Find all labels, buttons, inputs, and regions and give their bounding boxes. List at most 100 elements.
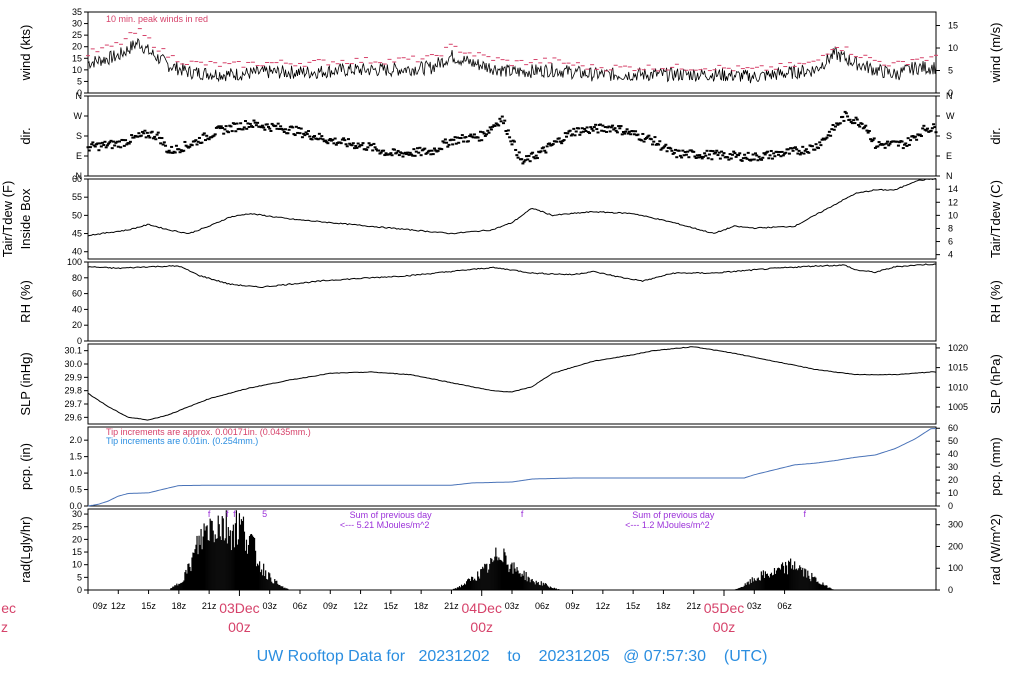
dir-point xyxy=(432,147,436,150)
dir-point xyxy=(489,128,493,131)
dir-point xyxy=(105,144,109,147)
dir-point xyxy=(457,141,461,144)
dir-point xyxy=(407,153,411,156)
dir-point xyxy=(620,133,624,136)
dir-point xyxy=(482,132,486,135)
dir-point xyxy=(269,129,273,132)
dir-point xyxy=(744,156,748,159)
ytick-label-wind: 20 xyxy=(72,42,82,52)
dir-point xyxy=(190,144,194,147)
dir-point xyxy=(194,139,198,142)
dir-point xyxy=(397,154,401,157)
dir-point xyxy=(763,153,767,156)
ytick-label-slp: 30.0 xyxy=(64,359,82,369)
dir-point xyxy=(663,145,667,148)
dir-point xyxy=(392,148,396,151)
dir-point xyxy=(751,153,755,156)
dir-point xyxy=(813,148,817,151)
dir-point xyxy=(223,128,227,131)
dir-point xyxy=(372,142,376,145)
dir-point xyxy=(466,140,470,143)
dir-point xyxy=(353,147,357,150)
dir-point xyxy=(871,139,875,142)
xtick-label: 15z xyxy=(384,601,399,611)
dir-point xyxy=(670,149,674,152)
dir-point xyxy=(932,123,936,126)
dir-point xyxy=(560,142,564,145)
dir-point xyxy=(419,154,423,157)
ytick-label-pcp: 2.0 xyxy=(69,435,82,445)
dir-point xyxy=(200,141,204,144)
dir-point xyxy=(468,135,472,138)
dir-point xyxy=(672,151,676,154)
dir-point xyxy=(740,159,744,162)
dir-point xyxy=(356,142,360,145)
dir-point xyxy=(732,150,736,153)
ytick-label-rh: 100 xyxy=(67,257,82,267)
dir-point xyxy=(769,149,773,152)
dir-point xyxy=(613,127,617,130)
dir-point xyxy=(882,143,886,146)
dir-point xyxy=(766,150,770,153)
dir-point xyxy=(578,133,582,136)
dir-point xyxy=(831,123,835,126)
dir-point xyxy=(486,129,490,132)
dir-point xyxy=(320,135,324,138)
dir-point xyxy=(396,149,400,152)
dir-point xyxy=(579,131,583,134)
dir-point xyxy=(168,151,172,154)
dir-point xyxy=(873,146,877,149)
panel-dir: dir. dir.N NE ES SW WN N xyxy=(18,91,1003,181)
dir-point xyxy=(254,124,258,127)
dir-point xyxy=(699,155,703,158)
dir-point xyxy=(619,125,623,128)
dir-point xyxy=(709,149,713,152)
dir-point xyxy=(738,152,742,155)
dir-point xyxy=(317,132,321,135)
ytick-right-label-rad: 0 xyxy=(948,585,953,595)
rad-top-marker: f xyxy=(804,509,807,519)
dir-point xyxy=(390,154,394,157)
dir-point xyxy=(515,154,519,157)
dir-point xyxy=(762,152,766,155)
dir-point xyxy=(541,146,545,149)
dir-point xyxy=(772,152,776,155)
panel-wind: wind (kts) wind (m/s)05101520253035051015… xyxy=(18,7,1003,98)
dir-point xyxy=(274,124,278,127)
dir-point xyxy=(631,130,635,133)
rad-annotation: <--- 5.21 MJoules/m^2 xyxy=(340,520,430,530)
dir-point xyxy=(462,140,466,143)
dir-point xyxy=(896,144,900,147)
dir-point xyxy=(217,125,221,128)
dir-point xyxy=(418,146,422,149)
dir-point xyxy=(756,159,760,162)
dir-point xyxy=(148,136,152,139)
dir-point xyxy=(348,142,352,145)
dir-point xyxy=(864,124,868,127)
rad-top-marker: f xyxy=(233,509,236,519)
ytick-label-slp: 29.8 xyxy=(64,386,82,396)
ytick-label-dir: N xyxy=(76,91,83,101)
dir-point xyxy=(256,121,260,124)
dir-point xyxy=(588,132,592,135)
dir-point xyxy=(816,147,820,150)
dir-point xyxy=(195,143,199,146)
dir-point xyxy=(218,127,222,130)
dir-point xyxy=(797,149,801,152)
dir-point xyxy=(371,149,375,152)
dir-point xyxy=(903,143,907,146)
dir-point xyxy=(793,146,797,149)
dir-point xyxy=(509,140,513,143)
dir-point xyxy=(423,147,427,150)
dir-point xyxy=(532,156,536,159)
ylabel-dir: dir. xyxy=(18,127,33,144)
dir-point xyxy=(283,128,287,131)
dir-point xyxy=(202,132,206,135)
dir-point xyxy=(703,152,707,155)
dir-point xyxy=(452,138,456,141)
ytick-label-rad: 15 xyxy=(72,547,82,557)
xtick-label: 03z xyxy=(262,601,277,611)
rad-annotation: Sum of previous day xyxy=(350,510,433,520)
dir-point xyxy=(520,158,524,161)
dir-point xyxy=(651,143,655,146)
